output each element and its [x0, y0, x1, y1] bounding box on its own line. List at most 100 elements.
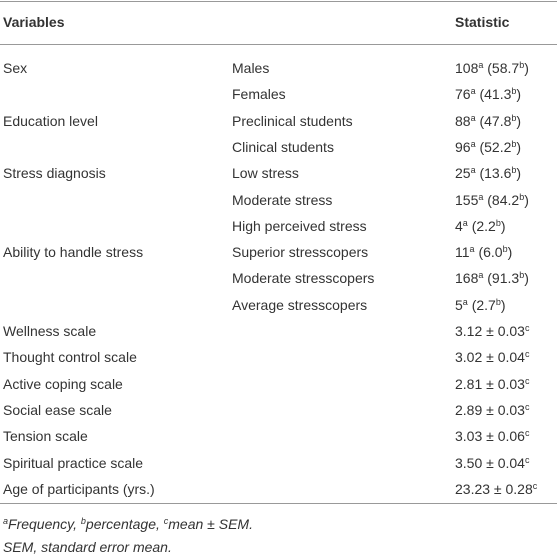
superscript: b [519, 191, 525, 202]
superscript: a [470, 165, 476, 176]
text-segment: ) [500, 296, 506, 313]
text-segment: (41.3 [475, 86, 512, 103]
text-segment: (58.7 [483, 60, 520, 76]
text-segment: ) [500, 217, 506, 234]
text-segment: ) [516, 165, 522, 182]
superscript: c [524, 323, 530, 333]
text-segment: ) [524, 60, 529, 76]
variable-cell: Active coping scale [3, 375, 123, 392]
text-segment: 96 [455, 138, 471, 155]
superscript: a [469, 244, 475, 255]
footnote: aFrequency, bpercentage, cmean ± SEM. [3, 515, 253, 533]
variable-cell: Spiritual practice scale [3, 454, 144, 471]
statistic-cell: 3.50 ± 0.04c [455, 454, 529, 472]
header-rule [0, 44, 557, 45]
text-segment: (6.0 [474, 244, 503, 261]
text-segment: 5 [455, 296, 463, 313]
footnote: SEM, standard error mean. [3, 538, 172, 556]
superscript: b [511, 138, 517, 149]
text-segment: 2.81 ± 0.03 [455, 375, 525, 392]
statistic-cell: 76a (41.3b) [455, 85, 521, 103]
text-segment: 25 [455, 165, 471, 182]
superscript: c [163, 516, 169, 526]
text-segment: 155 [455, 191, 479, 208]
superscript: b [495, 296, 501, 307]
superscript: a [462, 296, 468, 307]
variable-cell: Age of participants (yrs.) [3, 480, 155, 497]
statistic-cell: 3.12 ± 0.03c [455, 322, 529, 340]
variable-cell: Sex [3, 60, 28, 76]
superscript: b [511, 112, 517, 123]
variable-cell: Ability to handle stress [3, 244, 144, 261]
text-segment: 2.89 ± 0.03 [455, 401, 525, 418]
statistic-cell: 155a (84.2b) [455, 191, 529, 209]
superscript: b [511, 165, 517, 176]
group-cell: Preclinical students [232, 112, 353, 129]
superscript: a [478, 60, 484, 70]
text-segment: 3.03 ± 0.06 [455, 428, 525, 445]
header-statistic: Statistic [455, 14, 510, 30]
bottom-rule [0, 503, 557, 504]
variable-cell: Social ease scale [3, 401, 112, 418]
group-cell: Average stresscopers [232, 296, 368, 313]
superscript: b [519, 60, 525, 70]
text-segment: percentage, [85, 516, 164, 532]
text-segment: ) [516, 138, 522, 155]
text-segment: 88 [455, 112, 471, 129]
superscript: c [524, 401, 530, 412]
statistic-cell: 3.02 ± 0.04c [455, 348, 529, 366]
text-segment: (91.3 [483, 270, 520, 287]
text-segment: 76 [455, 86, 471, 103]
text-segment: ) [524, 270, 529, 287]
group-cell: Females [232, 86, 286, 103]
superscript: b [502, 244, 508, 255]
superscript: c [524, 349, 530, 360]
superscript: b [80, 516, 86, 526]
variable-cell: Education level [3, 112, 98, 129]
text-segment: (47.8 [475, 112, 512, 129]
text-segment: ) [507, 244, 513, 261]
header-variables: Variables [3, 14, 65, 30]
group-cell: Moderate stress [232, 191, 333, 208]
statistic-cell: 5a (2.7b) [455, 296, 506, 314]
statistic-cell: 23.23 ± 0.28c [455, 480, 537, 498]
superscript: c [524, 454, 530, 465]
text-segment: 3.50 ± 0.04 [455, 454, 525, 471]
statistic-cell: 11a (6.0b) [455, 243, 512, 261]
superscript: a [478, 270, 484, 281]
superscript: b [519, 270, 525, 281]
group-cell: Superior stresscopers [232, 244, 369, 261]
statistic-cell: 4a (2.2b) [455, 217, 506, 235]
text-segment: 11 [455, 244, 470, 261]
superscript: a [470, 112, 476, 123]
text-segment: Frequency, [8, 516, 81, 532]
text-segment: ) [524, 191, 529, 208]
text-segment: 23.23 ± 0.28 [455, 480, 533, 497]
superscript: c [532, 480, 538, 491]
superscript: a [470, 86, 476, 97]
group-cell: High perceived stress [232, 217, 367, 234]
variable-cell: Thought control scale [3, 349, 137, 366]
text-segment: (2.7 [467, 296, 496, 313]
text-segment: ) [516, 86, 522, 103]
variable-cell: Tension scale [3, 428, 88, 445]
text-segment: (84.2 [483, 191, 520, 208]
superscript: c [524, 428, 530, 439]
superscript: a [478, 191, 484, 202]
text-segment: 108 [455, 60, 479, 76]
text-segment: (2.2 [467, 217, 496, 234]
statistic-cell: 3.03 ± 0.06c [455, 427, 529, 445]
variable-cell: Stress diagnosis [3, 165, 106, 182]
statistic-cell: 168a (91.3b) [455, 269, 529, 287]
text-segment: 4 [455, 217, 463, 234]
group-cell: Males [232, 60, 270, 76]
statistic-cell: 108a (58.7b) [455, 59, 529, 77]
statistic-cell: 2.89 ± 0.03c [455, 401, 529, 419]
text-segment: ) [516, 112, 522, 129]
group-cell: Low stress [232, 165, 299, 182]
group-cell: Moderate stresscopers [232, 270, 375, 287]
text-segment: 168 [455, 270, 479, 287]
superscript: b [495, 217, 501, 228]
superscript: a [470, 138, 476, 149]
